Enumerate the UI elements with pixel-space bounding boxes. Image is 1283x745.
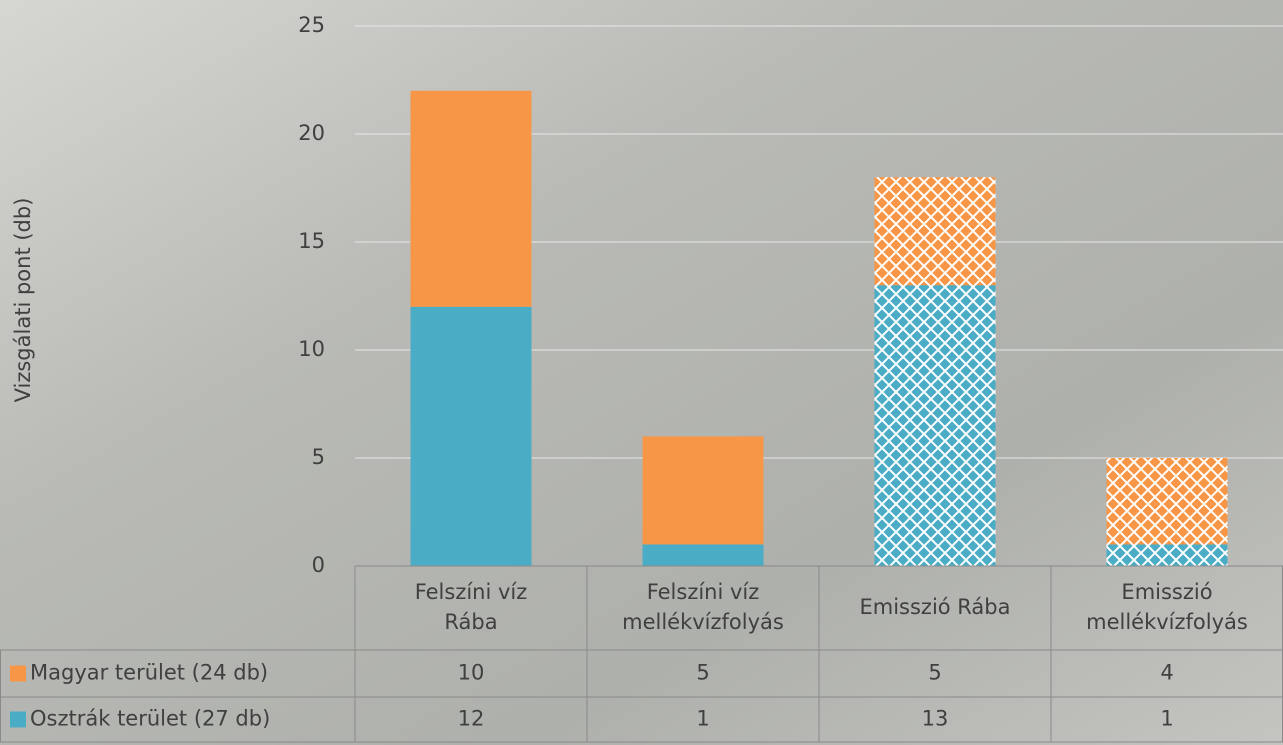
table-value: 5	[928, 661, 941, 685]
category-label: Emisszió Rába	[859, 595, 1010, 619]
y-axis-title: Vizsgálati pont (db)	[11, 198, 35, 403]
table-value: 1	[696, 707, 709, 731]
table-value: 13	[922, 707, 949, 731]
y-tick-label: 5	[312, 445, 325, 469]
bar-segment	[874, 285, 996, 566]
bar-segment	[874, 177, 996, 286]
category-label: Emisszió mellékvízfolyás	[1086, 580, 1248, 634]
legend-swatch	[10, 665, 26, 682]
bar-segment	[642, 544, 764, 566]
bar-segment	[1106, 458, 1228, 545]
y-tick-label: 15	[298, 229, 325, 253]
table-value: 10	[458, 661, 485, 685]
table-value: 1	[1160, 707, 1173, 731]
y-tick-label: 10	[298, 337, 325, 361]
y-tick-label: 0	[312, 553, 325, 577]
bar-segment	[642, 436, 764, 545]
table-value: 5	[696, 661, 709, 685]
bar-segment	[410, 90, 532, 307]
category-label: Felszíni víz Rába	[415, 580, 528, 634]
legend-label: Osztrák terület (27 db)	[30, 707, 270, 731]
y-tick-label: 25	[298, 13, 325, 37]
legend-swatch	[10, 711, 26, 728]
table-value: 4	[1160, 661, 1173, 685]
y-tick-label: 20	[298, 121, 325, 145]
category-label: Felszíni víz mellékvízfolyás	[622, 580, 784, 634]
bar-segment	[1106, 544, 1228, 566]
table-value: 12	[458, 707, 485, 731]
bar-segment	[410, 306, 532, 566]
legend-label: Magyar terület (24 db)	[30, 661, 268, 685]
